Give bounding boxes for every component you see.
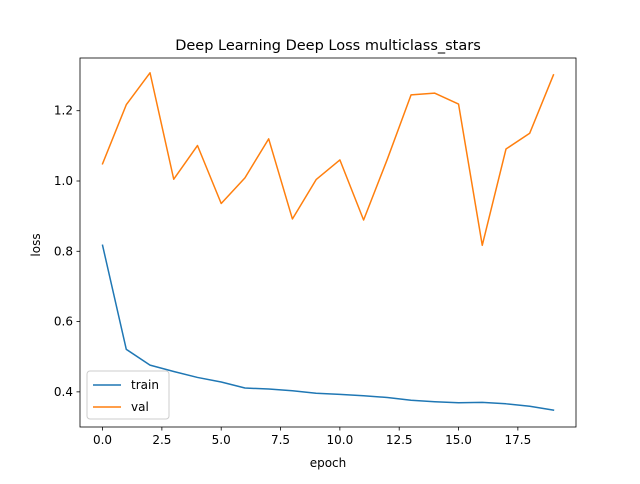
x-tick-label: 10.0 [327, 433, 354, 447]
x-tick-label: 15.0 [445, 433, 472, 447]
x-tick-label: 2.5 [152, 433, 171, 447]
x-tick-label: 17.5 [504, 433, 531, 447]
x-tick-label: 0.0 [93, 433, 112, 447]
chart-title: Deep Learning Deep Loss multiclass_stars [175, 38, 481, 54]
series-line-val [101, 72, 555, 247]
legend-label-val: val [131, 400, 149, 414]
legend: train val [86, 370, 170, 420]
x-axis-label: epoch [310, 456, 347, 470]
y-tick-label: 0.8 [54, 244, 73, 258]
y-tick-label: 0.4 [54, 385, 73, 399]
plot-area: 0.0 2.5 5.0 7.5 10.0 12.5 15.0 17.5 0.4 0.6 0.8 1.0… [54, 57, 577, 447]
axes-frame [79, 57, 577, 428]
y-tick-label: 1.2 [54, 104, 73, 118]
y-tick-label: 0.6 [54, 315, 73, 329]
legend-label-train: train [131, 378, 159, 392]
y-axis-label: loss [29, 233, 43, 256]
x-tick-label: 12.5 [386, 433, 413, 447]
x-tick-label: 5.0 [212, 433, 231, 447]
x-tick-label: 7.5 [271, 433, 290, 447]
y-tick-label: 1.0 [54, 174, 73, 188]
series-line-train [101, 244, 555, 411]
